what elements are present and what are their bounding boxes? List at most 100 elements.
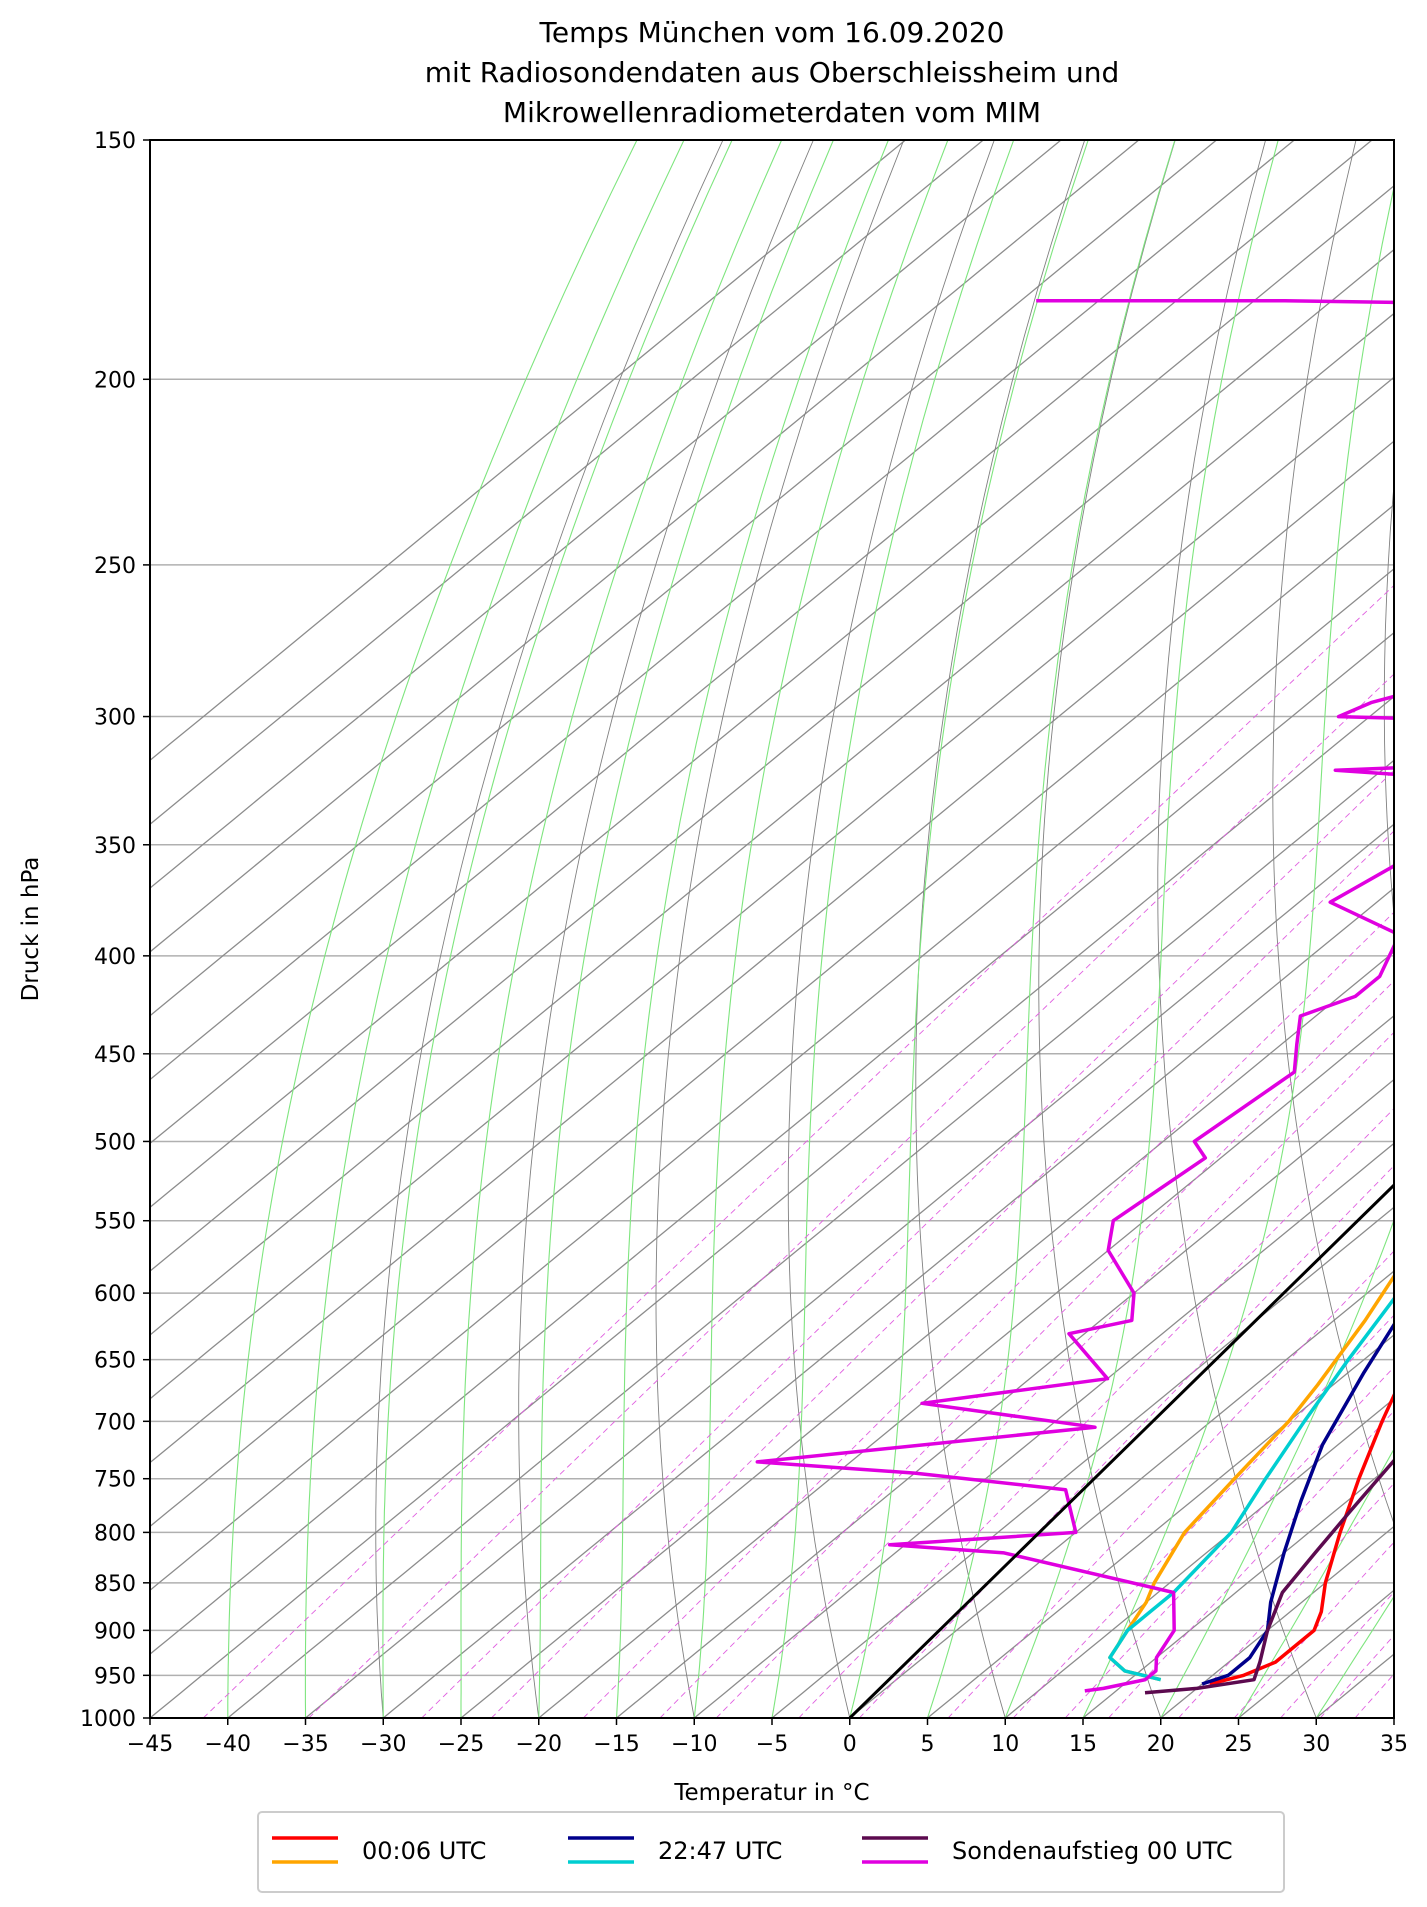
- mixing-ratio-line: [1108, 1410, 1394, 1718]
- isotherm: [150, 440, 1394, 1464]
- moist-adiabat: [771, 140, 1015, 1718]
- moist-adiabat: [1238, 1447, 1394, 1718]
- dry-adiabat: [1038, 140, 1176, 1718]
- x-tick-label: −10: [671, 1732, 717, 1757]
- x-tick-label: −45: [127, 1732, 173, 1757]
- mixing-ratio-line: [1178, 1482, 1394, 1718]
- mixing-ratio-line: [583, 911, 1394, 1718]
- series-00-06-utc-temperature: [1209, 1391, 1394, 1686]
- isotherm: [1082, 1461, 1394, 1718]
- y-tick-label: 300: [94, 706, 136, 731]
- isotherm: [150, 140, 1295, 1081]
- x-tick-label: −15: [593, 1732, 639, 1757]
- isotherm: [150, 140, 1140, 953]
- legend-frame: [257, 1811, 1285, 1893]
- series-sondenaufstieg-00-utc-dewpoint: [755, 299, 1394, 1693]
- series-22-47-utc-temperature: [1201, 1321, 1394, 1686]
- legend-entry: 00:06 UTC: [272, 1836, 486, 1865]
- moist-adiabat: [1160, 1218, 1394, 1718]
- series-22-47-utc-dewpoint: [1108, 1295, 1394, 1682]
- isotherm: [460, 951, 1394, 1718]
- x-tick-label: −35: [282, 1732, 328, 1757]
- isotherm: [150, 376, 1394, 1400]
- isotherm: [693, 1142, 1394, 1718]
- x-axis-label: Temperatur in °C: [673, 1780, 869, 1806]
- x-axis: −45 −40 −35 −30 −25 −20 −15 −10 −5 0 5 10 15 20 25 30 35: [127, 1718, 1408, 1757]
- moist-adiabat: [460, 140, 783, 1718]
- series-sondenaufstieg-00-utc-temperature: [1144, 1458, 1394, 1695]
- mixing-ratio-line: [491, 830, 1394, 1718]
- isotherm: [927, 1334, 1394, 1718]
- mixing-ratio-line: [1319, 1634, 1394, 1718]
- moist-adiabat: [926, 140, 1176, 1718]
- legend-entry: 22:47 UTC: [568, 1836, 782, 1865]
- x-tick-label: −5: [756, 1732, 788, 1757]
- x-tick-label: 10: [991, 1732, 1019, 1757]
- y-tick-label: 900: [94, 1619, 136, 1644]
- x-tick-label: 15: [1069, 1732, 1097, 1757]
- moist-adiabat: [693, 140, 949, 1718]
- isotherm: [849, 1270, 1394, 1718]
- isotherm: [150, 248, 1394, 1272]
- x-tick-label: 0: [843, 1732, 857, 1757]
- dry-adiabat: [915, 140, 1086, 1718]
- isotherm: [150, 140, 1217, 1017]
- y-tick-label: 250: [94, 554, 136, 579]
- x-tick-label: 35: [1380, 1732, 1408, 1757]
- isotherm: [150, 140, 1373, 1145]
- isotherm: [227, 759, 1394, 1718]
- x-tick-label: −25: [438, 1732, 484, 1757]
- x-tick-label: −20: [516, 1732, 562, 1757]
- y-tick-label: 650: [94, 1349, 136, 1374]
- mixing-ratio-line: [308, 673, 1394, 1718]
- chart-title-line-2: mit Radiosondendaten aus Oberschleisshei…: [425, 56, 1119, 89]
- moist-adiabat: [227, 140, 638, 1718]
- y-tick-label: 550: [94, 1210, 136, 1235]
- isotherm: [150, 184, 1394, 1209]
- isotherm: [150, 140, 1062, 889]
- y-tick-label: 350: [94, 834, 136, 859]
- mixing-ratio-line: [1354, 1673, 1394, 1718]
- dry-adiabat: [787, 140, 995, 1718]
- mixing-ratio-line: [947, 1250, 1394, 1718]
- legend-label: Sondenaufstieg 00 UTC: [952, 1837, 1233, 1865]
- series-reference-reference: [848, 1183, 1394, 1718]
- y-tick-label: 400: [94, 945, 136, 970]
- legend-label: 00:06 UTC: [362, 1837, 486, 1865]
- y-axis: 150 200 250 300 350 400 450 500 550 600 650 700 750 8…: [80, 129, 150, 1732]
- grid: [150, 140, 1427, 1718]
- mixing-ratio-line: [421, 769, 1394, 1718]
- series-00-06-utc-dewpoint: [1108, 1273, 1394, 1682]
- dry-adiabat: [1272, 140, 1394, 1526]
- x-tick-label: −40: [205, 1732, 251, 1757]
- moist-adiabat: [1393, 1717, 1394, 1718]
- chart-title-line-1: Temps München vom 16.09.2020: [539, 16, 1005, 49]
- x-tick-label: 30: [1302, 1732, 1330, 1757]
- y-tick-label: 1000: [80, 1707, 136, 1732]
- isotherm: [150, 140, 984, 826]
- isotherm: [150, 504, 1394, 1528]
- chart-title-line-3: Mikrowellenradiometerdaten vom MIM: [503, 96, 1041, 129]
- x-tick-label: 25: [1225, 1732, 1253, 1757]
- x-tick-label: 20: [1147, 1732, 1175, 1757]
- y-tick-label: 500: [94, 1130, 136, 1155]
- isotherm: [616, 1078, 1394, 1718]
- dry-adiabat: [655, 140, 905, 1718]
- dry-adiabat: [1157, 140, 1317, 1718]
- isotherm: [1393, 1717, 1394, 1718]
- isotherm: [1160, 1525, 1394, 1718]
- x-tick-label: 5: [921, 1732, 935, 1757]
- y-tick-label: 950: [94, 1664, 136, 1689]
- moist-adiabat: [1004, 140, 1279, 1718]
- isotherm: [771, 1206, 1394, 1718]
- mixing-ratio-line: [1414, 400, 1427, 1718]
- legend: 00:06 UTC 22:47 UTC Sondenaufstieg 00 UTC: [257, 1811, 1285, 1893]
- mixing-ratio-line: [798, 1107, 1394, 1718]
- dry-adiabat: [518, 140, 814, 1718]
- chart-title: Temps München vom 16.09.2020 mit Radioso…: [425, 16, 1119, 129]
- y-tick-label: 600: [94, 1282, 136, 1307]
- series-layer: [755, 299, 1394, 1718]
- mixing-ratio-line: [659, 980, 1394, 1718]
- isotherm: [305, 823, 1394, 1718]
